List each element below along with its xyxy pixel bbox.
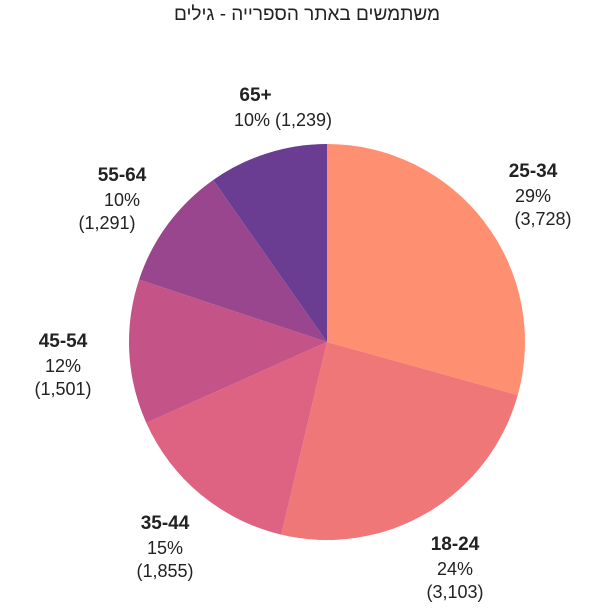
count-label-65plus: (1,239) [275,109,333,130]
value-line-65plus: 10% (1,239) [198,109,368,132]
category-label-35-44: 35-44 [140,513,190,534]
pie-slice-55-64 [139,179,327,342]
slice-label-35-44: 35-44 15% (1,855) [110,512,220,583]
slice-label-45-54: 45-54 12% (1,501) [8,330,118,401]
chart-title: משתמשים באתר הספרייה - גילים [173,4,441,25]
slice-label-65plus: 65+ 10% (1,239) [198,84,368,132]
slice-label-25-34: 25-34 29% (3,728) [478,160,588,231]
count-label-35-44: (1,855) [136,561,194,582]
percent-label-55-64: 10% [103,189,141,210]
category-label-18-24: 18-24 [430,534,480,555]
percent-label-35-44: 15% [146,537,184,558]
pie-slice-18-24 [281,342,518,541]
slice-label-55-64: 55-64 10% (1,291) [52,164,162,235]
category-label-65plus: 65+ [239,85,272,106]
count-label-25-34: (3,728) [514,209,572,230]
pie-slice-35-44 [146,342,327,535]
percent-label-45-54: 12% [44,355,82,376]
count-label-55-64: (1,291) [78,213,136,234]
count-label-18-24: (3,103) [426,582,484,603]
pie-slice-45-54 [129,279,327,423]
pie-slice-65plus [213,144,327,342]
percent-label-18-24: 24% [436,558,474,579]
category-label-45-54: 45-54 [38,331,88,352]
category-label-25-34: 25-34 [508,161,558,182]
percent-label-65plus: 10% [233,109,270,130]
slice-label-18-24: 18-24 24% (3,103) [400,533,510,604]
percent-label-25-34: 29% [514,185,552,206]
pie-slice-25-34 [327,144,526,396]
count-label-45-54: (1,501) [34,379,92,400]
category-label-55-64: 55-64 [97,165,147,186]
